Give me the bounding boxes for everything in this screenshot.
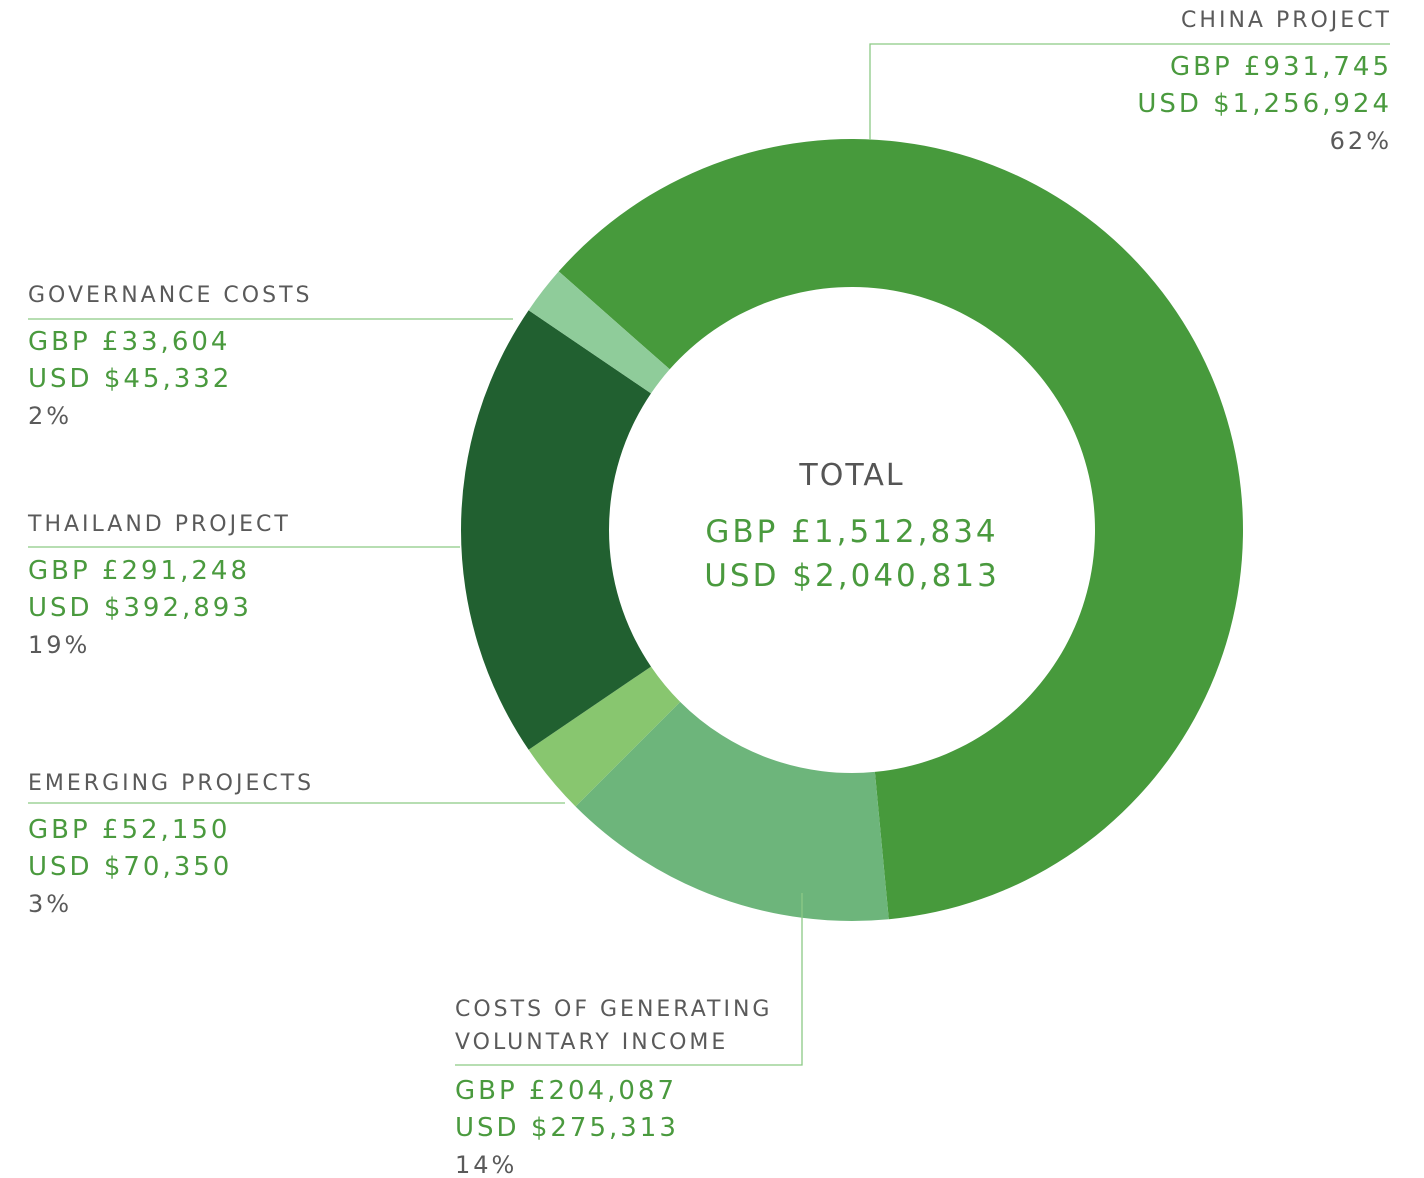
category-label: THAILAND PROJECT xyxy=(28,512,291,537)
category-label: CHINA PROJECT xyxy=(1181,8,1392,33)
center-gbp: GBP £1,512,834 xyxy=(705,514,999,550)
donut-segment xyxy=(528,666,681,807)
category-label: EMERGING PROJECTS xyxy=(28,771,315,796)
usd-label: USD $392,893 xyxy=(28,593,252,623)
percent-label: 3% xyxy=(28,890,73,918)
gbp-label: GBP £52,150 xyxy=(28,815,231,845)
leader-line xyxy=(869,43,1390,140)
percent-label: 14% xyxy=(455,1151,518,1178)
segment-label: CHINA PROJECT GBP £931,745 USD $1,256,924 6… xyxy=(1137,2,1392,160)
percent-label: 19% xyxy=(28,631,91,659)
usd-label: USD $70,350 xyxy=(28,852,233,882)
segment-label: EMERGING PROJECTS GBP £52,150 USD $70,350 3… xyxy=(28,765,314,923)
center-label: TOTAL xyxy=(799,458,905,493)
category-label: GOVERNANCE COSTS xyxy=(28,283,313,308)
donut-segment xyxy=(575,701,889,921)
usd-label: USD $275,313 xyxy=(455,1113,679,1143)
usd-label: USD $1,256,924 xyxy=(1137,89,1392,119)
segment-label: COSTS OF GENERATING VOLUNTARY INCOME GBP … xyxy=(455,993,815,1178)
center-usd: USD $2,040,813 xyxy=(704,558,1000,594)
gbp-label: GBP £33,604 xyxy=(28,327,231,357)
segment-label: THAILAND PROJECT GBP £291,248 USD $392,893… xyxy=(28,506,291,664)
gbp-label: GBP £204,087 xyxy=(455,1076,677,1106)
gbp-label: GBP £931,745 xyxy=(1170,52,1392,82)
donut-segment xyxy=(461,310,652,750)
donut-segment xyxy=(528,271,670,394)
gbp-label: GBP £291,248 xyxy=(28,556,250,586)
percent-label: 2% xyxy=(28,402,73,430)
usd-label: USD $45,332 xyxy=(28,364,233,394)
donut-segment xyxy=(558,138,1244,920)
category-label: COSTS OF GENERATING VOLUNTARY INCOME xyxy=(455,997,773,1055)
segment-label: GOVERNANCE COSTS GBP £33,604 USD $45,332 2% xyxy=(28,277,312,435)
leader-line xyxy=(455,893,803,1066)
percent-label: 62% xyxy=(1329,127,1392,155)
